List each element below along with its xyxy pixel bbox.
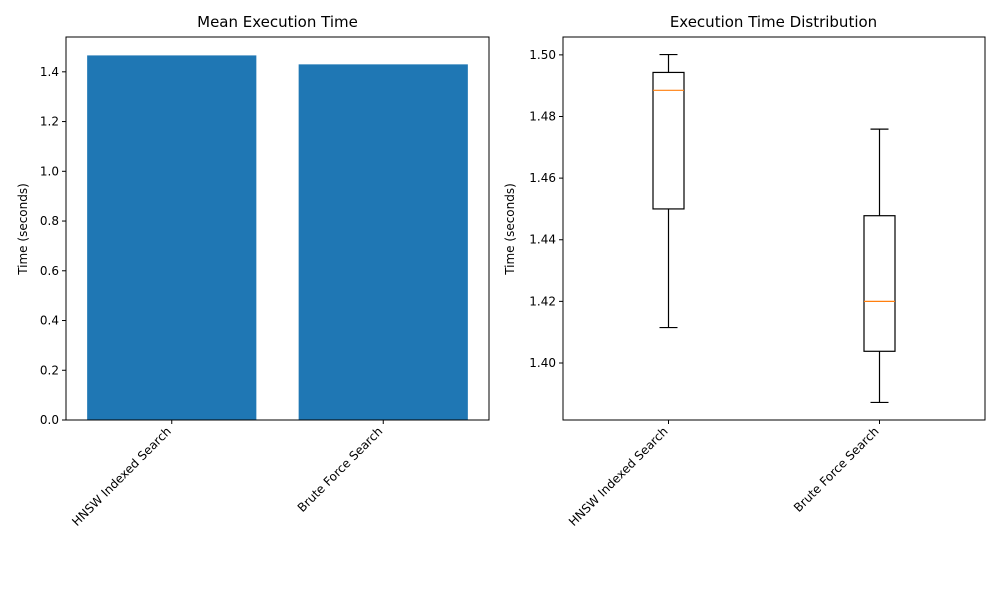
box-chart-marks xyxy=(652,53,896,404)
bar-chart-frame xyxy=(65,36,490,421)
y-tick-label: 1.44 xyxy=(529,233,556,247)
bar-chart-title: Mean Execution Time xyxy=(197,13,358,31)
y-tick-label: 1.50 xyxy=(529,48,556,62)
box-chart: Execution Time Distribution Time (second… xyxy=(503,13,986,529)
y-tick-label: 1.40 xyxy=(529,356,556,370)
bar-chart-marks xyxy=(87,55,468,420)
box-chart-y-ticks: 1.40 1.42 1.44 1.46 1.48 1.50 xyxy=(529,48,563,370)
bar xyxy=(87,55,257,420)
y-tick-label: 1.2 xyxy=(40,115,59,129)
x-tick-label: HNSW Indexed Search xyxy=(566,424,671,529)
x-tick-label: Brute Force Search xyxy=(295,424,386,515)
box-chart-y-label: Time (seconds) xyxy=(503,183,517,276)
y-tick-label: 1.0 xyxy=(40,164,59,178)
bar-chart-y-ticks: 0.0 0.2 0.4 0.6 0.8 1.0 1.2 1.4 xyxy=(40,65,66,427)
bar-chart-x-ticks: HNSW Indexed Search Brute Force Search xyxy=(69,420,385,529)
y-tick-label: 0.2 xyxy=(40,363,59,377)
y-tick-label: 0.4 xyxy=(40,314,59,328)
y-tick-label: 1.48 xyxy=(529,109,556,123)
y-tick-label: 0.0 xyxy=(40,413,59,427)
x-tick-label: Brute Force Search xyxy=(791,424,882,515)
box xyxy=(652,71,685,210)
box-chart-title: Execution Time Distribution xyxy=(670,13,877,31)
y-tick-label: 1.46 xyxy=(529,171,556,185)
y-tick-label: 0.6 xyxy=(40,264,59,278)
box-chart-frame xyxy=(562,36,986,421)
y-tick-label: 0.8 xyxy=(40,214,59,228)
x-tick-label: HNSW Indexed Search xyxy=(69,424,174,529)
box xyxy=(863,215,896,352)
bar-chart: Mean Execution Time Time (seconds) 0.00.… xyxy=(16,13,490,529)
y-tick-label: 1.4 xyxy=(40,65,59,79)
box-chart-x-ticks: HNSW Indexed Search Brute Force Search xyxy=(566,420,882,529)
bar-chart-y-label: Time (seconds) xyxy=(16,183,30,276)
y-tick-label: 1.42 xyxy=(529,294,556,308)
bar xyxy=(298,64,468,420)
